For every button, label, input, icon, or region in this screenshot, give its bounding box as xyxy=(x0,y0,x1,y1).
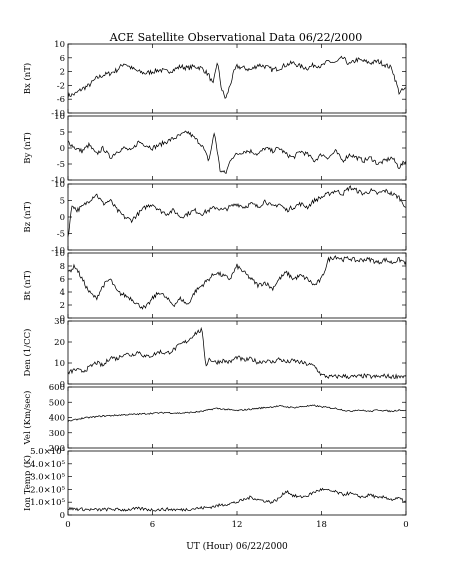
y-axis-label-vel: Vel (Km/sec) xyxy=(22,391,33,446)
series-line-by xyxy=(67,130,407,175)
y-tick-label: -6 xyxy=(57,95,65,105)
y-tick-label: 10 xyxy=(54,359,65,369)
panel-vel: 200 300 400 500 600 Vel (Km/sec) xyxy=(22,383,407,454)
y-axis-label-bx: Bx (nT) xyxy=(22,63,33,95)
series-line-den xyxy=(67,326,407,380)
y-tick-label: 300 xyxy=(49,429,65,439)
panel-bx: -10 -6 -2 2 6 10 Bx (nT) xyxy=(22,40,407,119)
y-tick-label: 0 xyxy=(60,144,65,154)
series-line-bz xyxy=(67,185,407,237)
y-tick-label: 10 xyxy=(54,249,65,259)
y-axis-label-bt: Bt (nT) xyxy=(22,270,33,300)
panel-iontemp: 0 1.0×10⁵ 2.0×10⁵ 3.0×10⁵ 4.0×10⁵ 5.0×10⁵Ion … xyxy=(22,447,407,521)
series-line-bt xyxy=(67,255,407,310)
panel-bt: 0 2 4 6 8 10 Bt (nT) xyxy=(22,249,407,324)
x-axis: 0 6 12 18 0 xyxy=(65,520,408,530)
y-tick-label: 30 xyxy=(54,317,65,327)
y-tick-label: 0 xyxy=(60,511,65,521)
panel-den: 0 10 20 30 Den (1/CC) xyxy=(22,317,407,390)
y-tick-label: 10 xyxy=(54,112,65,122)
y-axis-label-by: By (nT) xyxy=(22,132,33,164)
panel-frame xyxy=(67,450,407,516)
y-axis-label-den: Den (1/CC) xyxy=(22,329,33,377)
panel-frame xyxy=(67,43,407,114)
y-tick-label: -10 xyxy=(51,109,65,119)
x-tick-label: 0 xyxy=(65,520,70,530)
y-tick-label: 8 xyxy=(60,262,65,272)
y-tick-label: 10 xyxy=(54,180,65,190)
y-tick-label: 6 xyxy=(60,275,65,285)
panel-frame xyxy=(67,386,407,449)
x-tick-label: 6 xyxy=(150,520,155,530)
y-tick-label: 400 xyxy=(49,414,65,424)
y-tick-label: 5 xyxy=(60,128,65,138)
y-tick-label: 2 xyxy=(60,301,65,311)
y-tick-label: -5 xyxy=(57,160,65,170)
x-tick-label: 18 xyxy=(316,520,327,530)
x-tick-label: 0 xyxy=(403,520,408,530)
y-axis-label-bz: Bz (nT) xyxy=(22,201,33,232)
panel-frame xyxy=(67,115,407,181)
series-line-iontemp xyxy=(67,487,407,512)
y-tick-label: 200 xyxy=(49,444,65,454)
y-tick-label: 20 xyxy=(54,338,65,348)
y-tick-label: 5 xyxy=(60,197,65,207)
panel-bz: -10 -5 0 5 10 Bz (nT) xyxy=(22,180,407,256)
panel-frame xyxy=(67,320,407,385)
y-tick-label: 0 xyxy=(60,213,65,223)
y-tick-label: -2 xyxy=(57,81,65,91)
y-tick-label: 0 xyxy=(60,380,65,390)
panels-group: -10 -6 -2 2 6 10 Bx (nT) -10 -5 0 5 10 By (nT) -10 -5 0… xyxy=(22,40,407,521)
series-line-bx xyxy=(67,55,407,99)
y-tick-label: 4 xyxy=(60,288,65,298)
y-tick-label: 500 xyxy=(49,398,65,408)
y-tick-label: -5 xyxy=(57,230,65,240)
y-tick-label: -10 xyxy=(51,176,65,186)
y-axis-label-iontemp: Ion Temp (K) xyxy=(22,455,33,511)
y-tick-label: 2.0×10⁵ xyxy=(30,485,65,495)
chart-title: ACE Satellite Observational Data 06/22/2… xyxy=(109,31,363,44)
y-tick-label: 3.0×10⁵ xyxy=(30,473,65,483)
panel-frame xyxy=(67,252,407,319)
y-tick-label: 600 xyxy=(49,383,65,393)
y-tick-label: 4.0×10⁵ xyxy=(30,460,65,470)
series-line-vel xyxy=(67,404,407,423)
y-tick-label: 5.0×10⁵ xyxy=(30,447,65,457)
y-tick-label: 2 xyxy=(60,68,65,78)
y-tick-label: -10 xyxy=(51,246,65,256)
x-axis-label: UT (Hour) 06/22/2000 xyxy=(186,541,288,552)
panel-by: -10 -5 0 5 10 By (nT) xyxy=(22,112,407,186)
y-tick-label: 1.0×10⁵ xyxy=(30,498,65,508)
y-tick-label: 10 xyxy=(54,40,65,50)
x-tick-label: 12 xyxy=(232,520,243,530)
y-tick-label: 6 xyxy=(60,54,65,64)
y-tick-label: 0 xyxy=(60,314,65,324)
panel-frame xyxy=(67,183,407,251)
